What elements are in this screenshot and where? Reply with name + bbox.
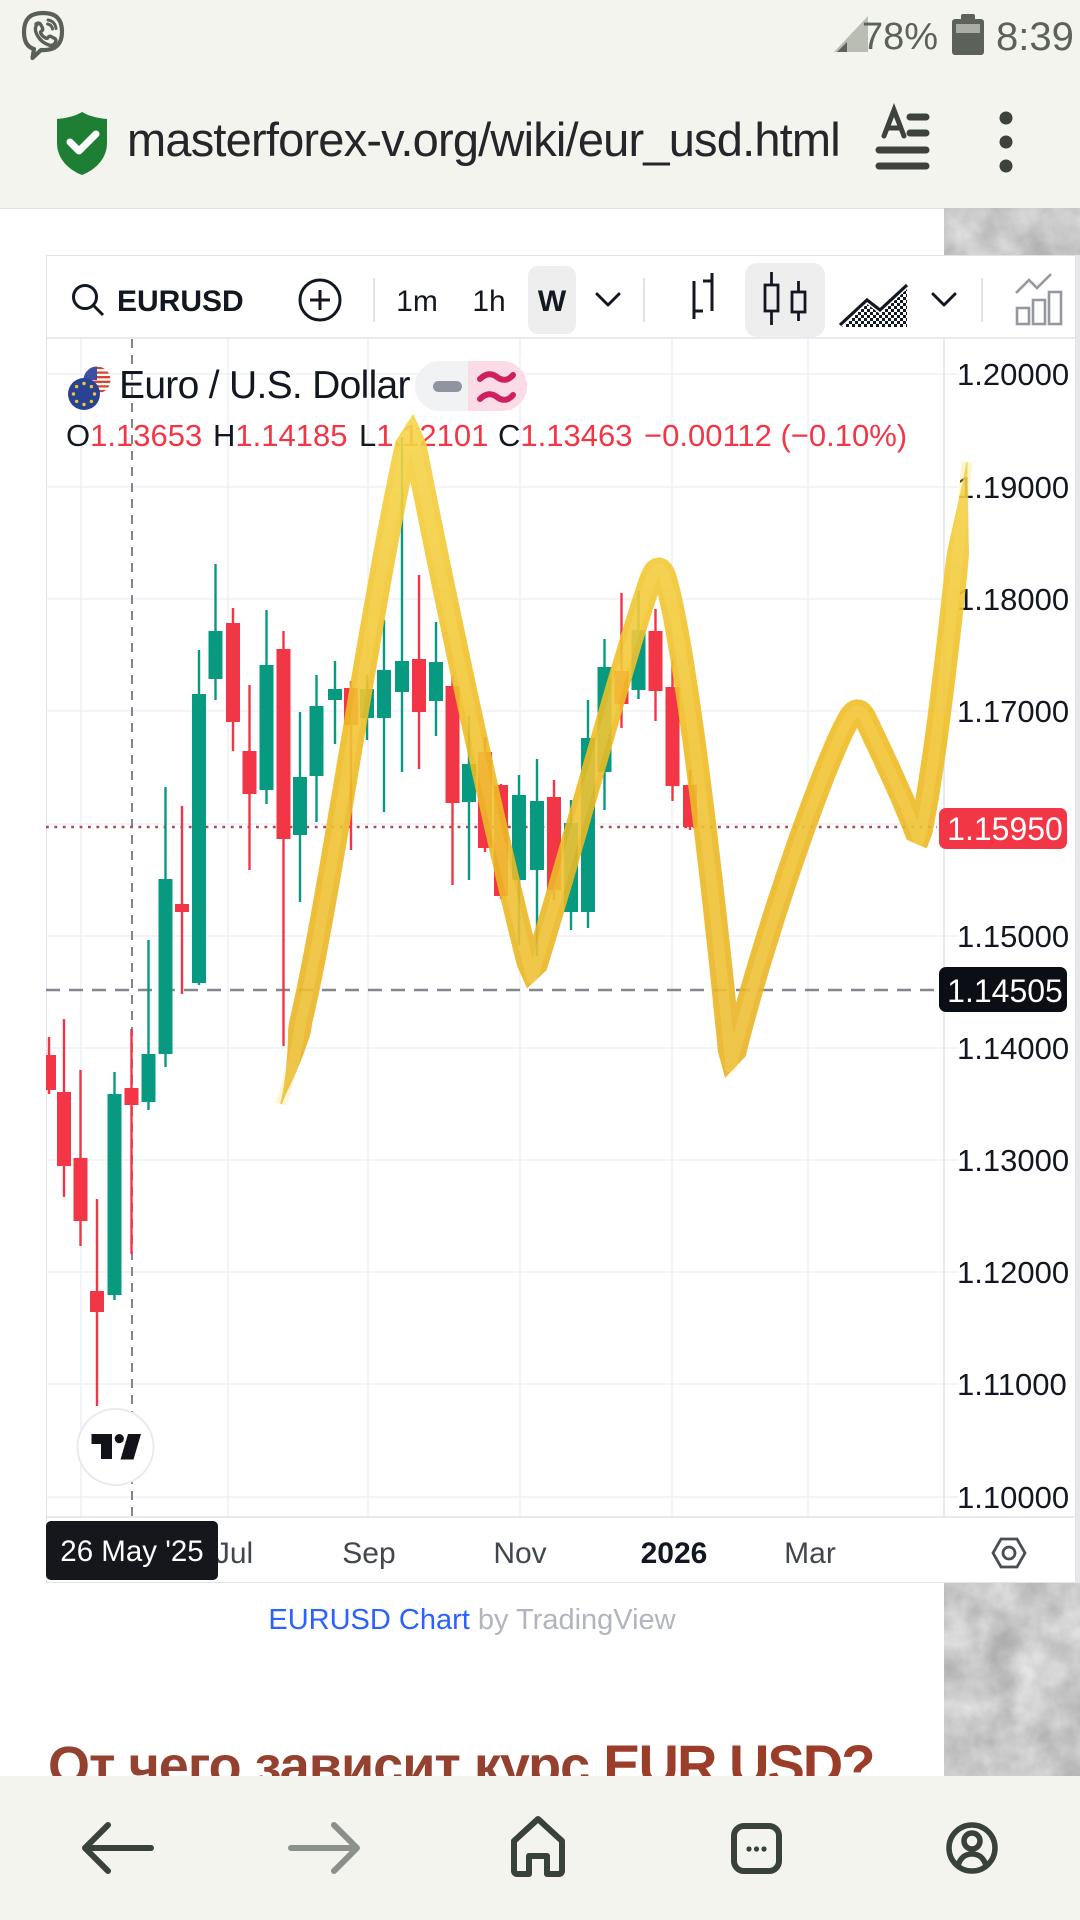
svg-text:1m: 1m bbox=[396, 285, 438, 318]
svg-text:1.18000: 1.18000 bbox=[957, 582, 1069, 617]
svg-text:26 May '25: 26 May '25 bbox=[60, 1535, 203, 1568]
svg-text:1.17000: 1.17000 bbox=[957, 694, 1069, 729]
svg-text:EURUSD: EURUSD bbox=[117, 285, 244, 318]
svg-text:Nov: Nov bbox=[493, 1537, 546, 1570]
svg-text:8:39: 8:39 bbox=[996, 15, 1074, 59]
svg-text:1.15950: 1.15950 bbox=[947, 811, 1063, 847]
svg-text:1.19000: 1.19000 bbox=[957, 470, 1069, 505]
svg-text:masterforex-v.org/wiki/eur_usd: masterforex-v.org/wiki/eur_usd.html bbox=[127, 113, 840, 166]
svg-text:W: W bbox=[538, 285, 567, 318]
svg-text:−0.00112 (−0.10%): −0.00112 (−0.10%) bbox=[644, 418, 907, 453]
svg-text:78%: 78% bbox=[862, 16, 938, 58]
svg-text:H1.14185: H1.14185 bbox=[213, 418, 347, 453]
svg-text:Mar: Mar bbox=[784, 1537, 836, 1570]
svg-text:1.14000: 1.14000 bbox=[957, 1031, 1069, 1066]
svg-text:O1.13653: O1.13653 bbox=[66, 418, 202, 453]
svg-text:Jul: Jul bbox=[215, 1537, 253, 1570]
svg-text:1h: 1h bbox=[472, 285, 505, 318]
svg-text:1.14505: 1.14505 bbox=[947, 973, 1063, 1009]
svg-text:C1.13463: C1.13463 bbox=[498, 418, 632, 453]
svg-text:Sep: Sep bbox=[342, 1537, 395, 1570]
svg-text:Euro / U.S. Dollar: Euro / U.S. Dollar bbox=[119, 364, 411, 407]
svg-text:2026: 2026 bbox=[641, 1537, 708, 1570]
svg-text:1.20000: 1.20000 bbox=[957, 357, 1069, 392]
svg-text:1.10000: 1.10000 bbox=[957, 1480, 1069, 1515]
svg-text:1.15000: 1.15000 bbox=[957, 919, 1069, 954]
svg-text:1.11000: 1.11000 bbox=[957, 1367, 1067, 1402]
svg-text:1.12000: 1.12000 bbox=[957, 1255, 1069, 1290]
svg-text:1.13000: 1.13000 bbox=[957, 1143, 1069, 1178]
